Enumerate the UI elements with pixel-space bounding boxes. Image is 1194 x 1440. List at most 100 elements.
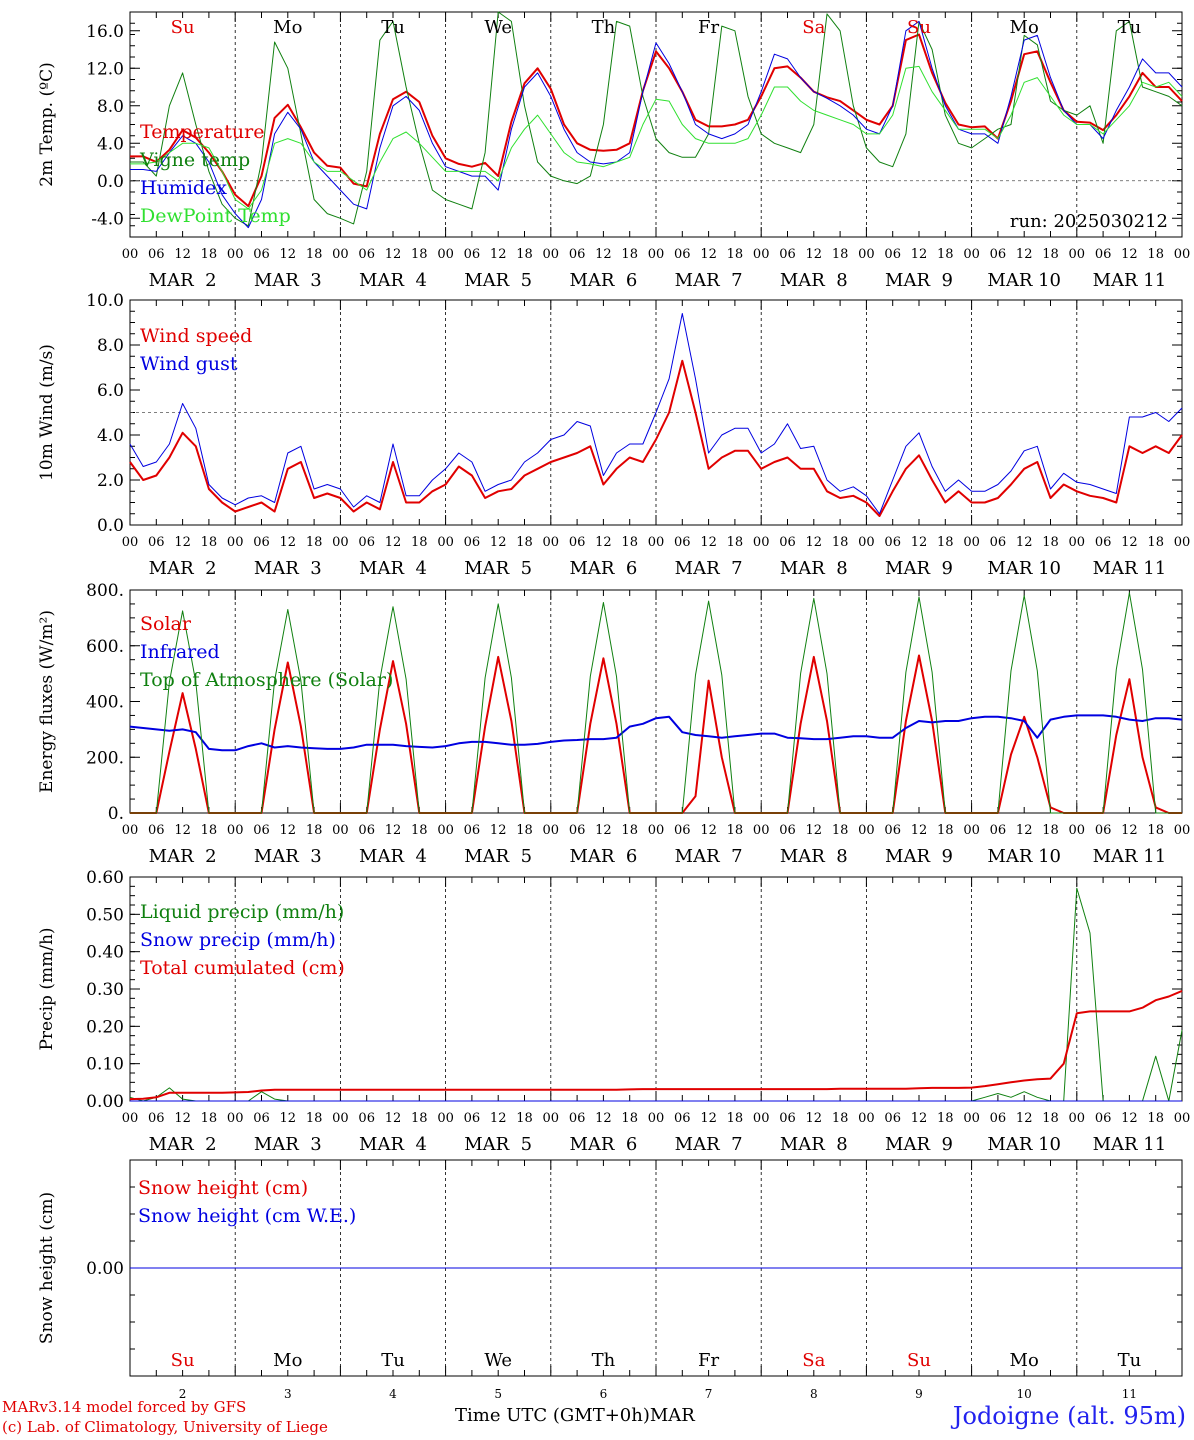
x-hour-label: 12 [385, 247, 402, 262]
x-hour-label: 12 [385, 1111, 402, 1126]
x-hour-label: 18 [621, 535, 638, 550]
x-date-label: MAR 3 [254, 846, 322, 867]
x-hour-label: 18 [1042, 535, 1059, 550]
x-hour-label: 00 [963, 823, 980, 838]
x-hour-label: 06 [358, 247, 375, 262]
x-hour-label: 00 [227, 1111, 244, 1126]
x-hour-label: 12 [595, 1111, 612, 1126]
x-hour-label: 12 [174, 823, 191, 838]
weekday-label-bottom: Mo [1010, 1350, 1039, 1371]
x-hour-label: 12 [595, 823, 612, 838]
x-date-label: MAR 9 [885, 846, 953, 867]
x-date-label: MAR 11 [1093, 1134, 1167, 1155]
x-date-label: MAR 7 [675, 1134, 743, 1155]
x-date-label: MAR 6 [569, 1134, 637, 1155]
y-tick-label: 4.0 [97, 134, 124, 154]
panel-3: 0. 200. 400. 600. 800. Energy fluxes (W/m²) So… [37, 581, 1190, 867]
x-hour-label: 18 [201, 823, 218, 838]
x-date-label: MAR 11 [1093, 270, 1167, 291]
weekday-label-top: Su [907, 17, 931, 38]
station-name: Jodoigne (alt. 95m) [952, 1402, 1186, 1430]
panel-2: 0.0 2.0 4.0 6.0 8.0 10.0 10m Wind (m/s) Wind sp… [37, 291, 1190, 579]
weekday-label-top: Mo [273, 17, 302, 38]
x-hour-label: 00 [332, 823, 349, 838]
x-hour-label: 18 [516, 1111, 533, 1126]
x-hour-label: 18 [306, 535, 323, 550]
x-hour-label: 12 [1121, 823, 1138, 838]
panel-1: -4.0 0.0 4.0 8.0 12.0 16.0 2m Temp. (ºC) Temper… [37, 11, 1191, 291]
x-hour-label: 00 [122, 1111, 139, 1126]
panel-4: 0.00 0.10 0.20 0.30 0.40 0.50 0.60 Precip (mm/h… [37, 868, 1190, 1155]
day-number-label: 9 [915, 1387, 923, 1401]
x-hour-label: 06 [1095, 535, 1112, 550]
day-number-label: 2 [179, 1387, 187, 1401]
x-hour-label: 00 [543, 1111, 560, 1126]
x-hour-label: 06 [884, 1111, 901, 1126]
weekday-label-top: Su [171, 17, 195, 38]
x-hour-label: 18 [621, 1111, 638, 1126]
x-hour-label: 12 [280, 1111, 297, 1126]
x-hour-label: 00 [543, 535, 560, 550]
x-hour-label: 06 [779, 823, 796, 838]
x-hour-label: 18 [1147, 247, 1164, 262]
x-date-label: MAR 8 [780, 846, 848, 867]
y-axis-title: 2m Temp. (ºC) [37, 62, 57, 187]
x-axis-month: MAR [649, 1405, 695, 1426]
legend-vigne-temp: Vigne temp [139, 149, 250, 171]
x-hour-label: 12 [595, 247, 612, 262]
x-hour-label: 12 [490, 823, 507, 838]
x-hour-label: 18 [937, 247, 954, 262]
x-hour-label: 12 [280, 247, 297, 262]
y-tick-label: 0.30 [86, 980, 124, 1000]
y-tick-label: 0.0 [97, 516, 124, 536]
x-hour-label: 00 [858, 535, 875, 550]
x-hour-label: 18 [411, 535, 428, 550]
x-hour-label: 12 [174, 1111, 191, 1126]
x-hour-label: 06 [569, 823, 586, 838]
x-date-label: MAR 7 [675, 558, 743, 579]
x-date-label: MAR 6 [569, 558, 637, 579]
x-hour-label: 12 [1016, 823, 1033, 838]
series-line-wind-speed [129, 359, 1183, 517]
x-date-label: MAR 2 [149, 846, 217, 867]
y-tick-label: 8.0 [97, 97, 124, 117]
x-hour-label: 00 [332, 1111, 349, 1126]
series-line-top-of-atmosphere-solar- [130, 592, 1182, 814]
x-hour-label: 12 [700, 247, 717, 262]
x-date-label: MAR 4 [359, 558, 427, 579]
x-date-label: MAR 6 [569, 270, 637, 291]
x-hour-label: 12 [385, 823, 402, 838]
x-hour-label: 00 [1174, 247, 1191, 262]
x-hour-label: 06 [358, 535, 375, 550]
x-hour-label: 06 [674, 1111, 691, 1126]
x-hour-label: 06 [464, 1111, 481, 1126]
x-hour-label: 12 [700, 823, 717, 838]
x-hour-label: 00 [753, 823, 770, 838]
x-hour-label: 18 [727, 247, 744, 262]
x-axis-title: Time UTC (GMT+0h)MAR [455, 1405, 695, 1426]
x-hour-label: 00 [1069, 1111, 1086, 1126]
x-hour-label: 18 [621, 823, 638, 838]
y-tick-label: 2.0 [97, 471, 124, 491]
x-hour-label: 18 [832, 823, 849, 838]
x-hour-label: 06 [148, 823, 165, 838]
x-hour-label: 06 [569, 247, 586, 262]
weekday-label-bottom: Tu [381, 1350, 405, 1371]
x-date-label: MAR 9 [885, 1134, 953, 1155]
x-hour-label: 12 [385, 535, 402, 550]
x-hour-label: 00 [437, 823, 454, 838]
x-hour-label: 18 [201, 247, 218, 262]
x-hour-label: 12 [174, 535, 191, 550]
x-hour-label: 00 [648, 535, 665, 550]
x-hour-label: 00 [963, 535, 980, 550]
x-hour-label: 00 [227, 247, 244, 262]
x-date-label: MAR 10 [987, 846, 1061, 867]
weekday-label-bottom: Su [171, 1350, 195, 1371]
y-tick-label: 12.0 [86, 59, 124, 79]
x-hour-label: 12 [1121, 535, 1138, 550]
weekday-label-bottom: Su [907, 1350, 931, 1371]
x-hour-label: 12 [911, 823, 928, 838]
x-hour-label: 06 [253, 535, 270, 550]
y-tick-label: 600. [86, 637, 124, 657]
